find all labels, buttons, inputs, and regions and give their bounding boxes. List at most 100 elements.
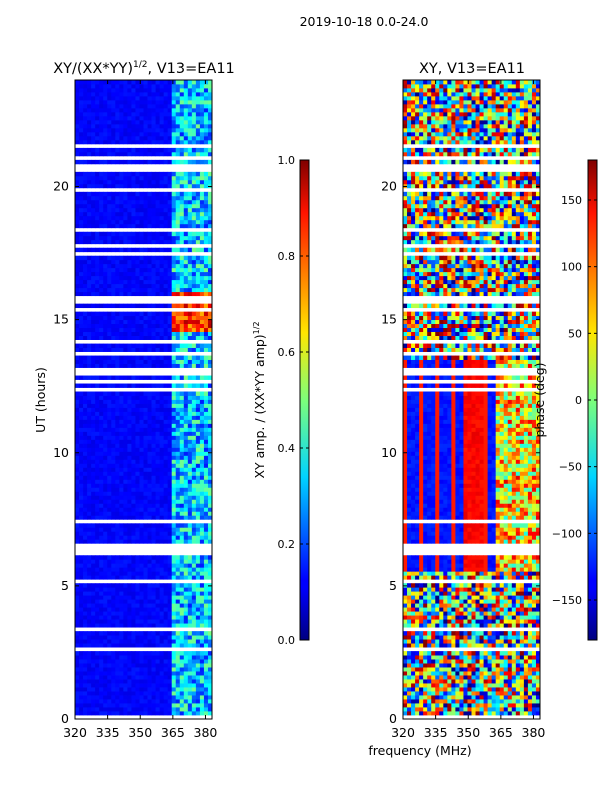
heatmap-cell <box>139 212 143 216</box>
heatmap-cell <box>447 679 451 683</box>
heatmap-cell <box>148 124 152 128</box>
heatmap-cell <box>139 200 143 204</box>
heatmap-cell <box>111 539 115 543</box>
heatmap-cell <box>91 196 95 200</box>
heatmap-cell <box>188 328 192 332</box>
heatmap-cell <box>91 136 95 140</box>
heatmap-cell <box>176 447 180 451</box>
heatmap-cell <box>119 220 123 224</box>
heatmap-cell <box>168 120 172 124</box>
heatmap-cell <box>127 96 131 100</box>
heatmap-cell <box>180 192 184 196</box>
heatmap-cell <box>176 635 180 639</box>
heatmap-cell <box>204 324 208 328</box>
heatmap-cell <box>79 435 83 439</box>
heatmap-cell <box>200 423 204 427</box>
heatmap-cell <box>184 392 188 396</box>
heatmap-cell <box>204 443 208 447</box>
heatmap-cell <box>188 212 192 216</box>
heatmap-cell <box>111 643 115 647</box>
heatmap-cell <box>83 148 87 152</box>
heatmap-cell <box>184 152 188 156</box>
heatmap-cell <box>95 443 99 447</box>
heatmap-cell <box>172 479 176 483</box>
heatmap-cell <box>111 555 115 559</box>
heatmap-cell <box>176 455 180 459</box>
heatmap-cell <box>184 655 188 659</box>
heatmap-cell <box>160 683 164 687</box>
heatmap-cell <box>168 619 172 623</box>
heatmap-cell <box>164 463 168 467</box>
heatmap-cell <box>115 655 119 659</box>
heatmap-cell <box>119 236 123 240</box>
heatmap-cell <box>192 423 196 427</box>
heatmap-cell <box>107 288 111 292</box>
heatmap-cell <box>144 248 148 252</box>
heatmap-cell <box>111 651 115 655</box>
heatmap-cell <box>127 603 131 607</box>
heatmap-cell <box>447 699 451 703</box>
heatmap-cell <box>152 356 156 360</box>
heatmap-cell <box>75 172 79 176</box>
heatmap-cell <box>95 607 99 611</box>
heatmap-cell <box>131 587 135 591</box>
heatmap-cell <box>156 695 160 699</box>
heatmap-cell <box>160 563 164 567</box>
heatmap-cell <box>111 479 115 483</box>
heatmap-cell <box>455 679 459 683</box>
heatmap-cell <box>188 675 192 679</box>
heatmap-cell <box>160 511 164 515</box>
heatmap-cell <box>107 316 111 320</box>
heatmap-cell <box>103 256 107 260</box>
heatmap-cell <box>135 419 139 423</box>
heatmap-cell <box>407 675 411 679</box>
heatmap-cell <box>160 495 164 499</box>
heatmap-cell <box>455 675 459 679</box>
heatmap-cell <box>431 675 435 679</box>
heatmap-cell <box>127 236 131 240</box>
heatmap-cell <box>107 523 111 527</box>
heatmap-cell <box>119 196 123 200</box>
heatmap-cell <box>127 332 131 336</box>
heatmap-cell <box>160 172 164 176</box>
heatmap-cell <box>148 463 152 467</box>
heatmap-cell <box>107 687 111 691</box>
heatmap-cell <box>123 503 127 507</box>
heatmap-cell <box>160 212 164 216</box>
heatmap-cell <box>164 615 168 619</box>
heatmap-cell <box>115 288 119 292</box>
heatmap-cell <box>172 635 176 639</box>
heatmap-cell <box>180 288 184 292</box>
heatmap-cell <box>192 140 196 144</box>
heatmap-cell <box>192 392 196 396</box>
heatmap-cell <box>79 403 83 407</box>
heatmap-cell <box>148 376 152 380</box>
heatmap-cell <box>164 691 168 695</box>
heatmap-cell <box>75 220 79 224</box>
heatmap-cell <box>144 292 148 296</box>
heatmap-cell <box>144 667 148 671</box>
heatmap-cell <box>91 407 95 411</box>
heatmap-cell <box>91 603 95 607</box>
heatmap-cell <box>83 140 87 144</box>
heatmap-cell <box>115 204 119 208</box>
heatmap-cell <box>164 483 168 487</box>
heatmap-cell <box>131 491 135 495</box>
heatmap-cell <box>504 691 508 695</box>
heatmap-cell <box>148 679 152 683</box>
heatmap-cell <box>111 140 115 144</box>
colorbar-tick-label: 0.4 <box>278 442 296 455</box>
heatmap-cell <box>91 655 95 659</box>
heatmap-cell <box>99 419 103 423</box>
heatmap-cell <box>439 711 443 715</box>
heatmap-cell <box>156 435 160 439</box>
heatmap-cell <box>156 611 160 615</box>
heatmap-cell <box>168 232 172 236</box>
heatmap-cell <box>131 583 135 587</box>
x-tick-label: 335 <box>96 725 120 740</box>
heatmap-cell <box>119 384 123 388</box>
heatmap-cell <box>172 607 176 611</box>
heatmap-cell <box>87 100 91 104</box>
heatmap-cell <box>160 384 164 388</box>
heatmap-cell <box>180 591 184 595</box>
